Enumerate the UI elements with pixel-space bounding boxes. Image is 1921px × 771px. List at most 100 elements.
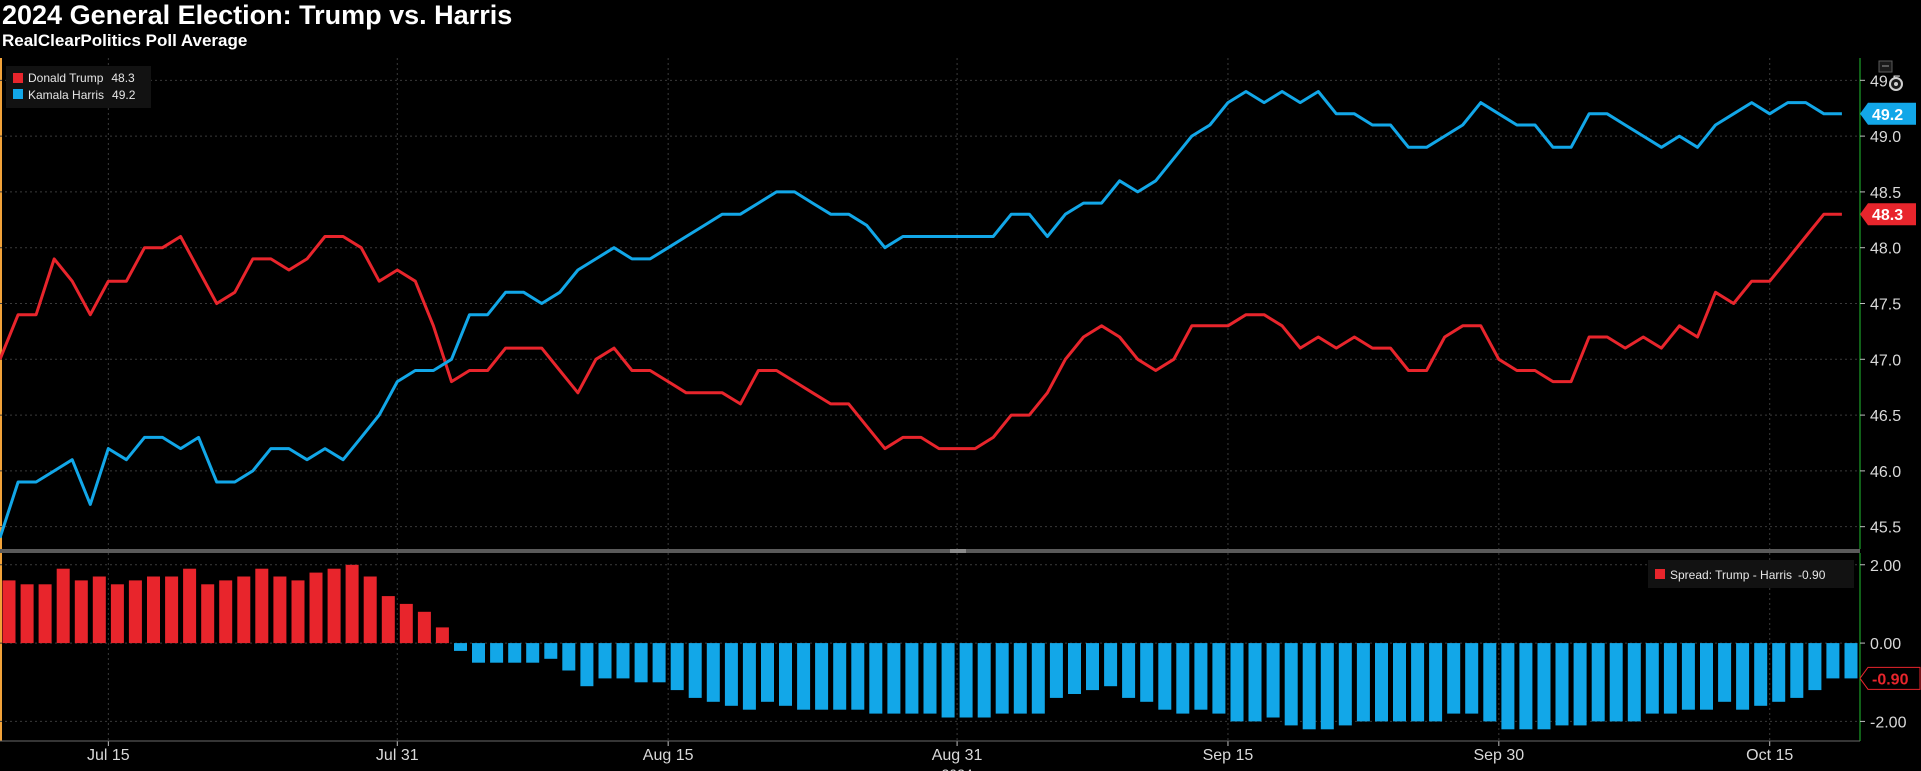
spread-y-tick-label: -2.00 [1870,714,1907,731]
main-y-tick-label: 48.5 [1870,185,1901,202]
spread-bar [1086,643,1099,691]
spread-bar [1375,643,1388,722]
spread-bar [219,580,233,644]
spread-bar [1663,643,1677,714]
spread-bar [417,611,431,644]
spread-bar [851,643,865,710]
main-panel: 45.546.046.547.047.548.048.549.049.548.3… [0,58,1916,549]
spread-bar [1826,643,1840,679]
spread-bar [580,643,594,687]
spread-bar [345,564,359,644]
spread-bar [1248,643,1262,722]
spread-bar [2,580,16,644]
spread-bar [1627,643,1641,722]
spread-bar [1772,643,1786,702]
spread-bar [1555,643,1569,726]
spread-bar [1609,643,1623,722]
series-line-donald-trump [0,212,1842,451]
spread-bar [1356,643,1370,722]
x-tick-label: Sep 15 [1203,747,1254,764]
spread-bar [110,584,124,644]
x-axis: Jul 15 Jul 31 Aug 15 Aug 31 Sep 15 Sep 30 Oct … [0,740,1860,771]
spread-bar [147,576,160,644]
spread-bar [399,603,413,644]
legend-label-harris: Kamala Harris 49.2 [28,88,136,102]
spread-panel: 2.00 0.00 -2.00 -0.90 [0,553,1921,741]
x-tick-label: Sep 30 [1473,747,1524,764]
x-tick-label: Jul 15 [87,747,130,764]
spread-bar [1049,643,1063,698]
panel-menu-icon[interactable] [1878,60,1893,73]
x-tick-label: Jul 31 [376,747,419,764]
spread-bar [1013,643,1027,714]
main-y-tick-label: 47.5 [1870,297,1901,314]
spread-bar [1338,643,1352,726]
spread-bar [1700,643,1713,710]
main-y-tick-label: 46.0 [1870,464,1901,481]
main-y-tick-label: 46.5 [1870,408,1901,425]
spread-bar [1266,643,1280,718]
spread-bar [1393,643,1406,722]
spread-bar [1194,643,1208,710]
spread-bar [1519,643,1533,730]
spread-bar [1122,643,1136,698]
spread-bar [363,576,377,644]
spread-bar [1212,643,1226,714]
spread-bar [742,643,756,710]
spread-bar [1068,643,1081,694]
spread-bar [1808,643,1822,691]
spread-bar [1501,643,1515,730]
legend-swatch-harris [13,89,23,99]
spread-bar [724,643,738,706]
spread-bar [1140,643,1154,702]
spread-bars [2,564,1858,730]
spread-y-tick-label: 2.00 [1870,558,1901,575]
spread-bar [1483,643,1497,722]
spread-bar [56,568,70,644]
spread-bar [1465,643,1479,714]
spread-bar [74,580,88,644]
chart-title: 2024 General Election: Trump vs. Harris [2,0,513,30]
panel-divider-handle[interactable] [950,549,966,553]
legend-swatch-trump [13,73,23,83]
spread-bar [1844,643,1858,679]
legend-swatch-spread [1655,569,1665,579]
main-series-lines [0,90,1842,539]
main-y-tick-label: 48.0 [1870,241,1901,258]
x-year-label: 2024 [942,766,973,771]
spread-bar [291,580,305,644]
spread-bar [779,643,792,706]
spread-bar [688,643,702,698]
spread-bar [670,643,684,691]
spread-bar [797,643,811,710]
main-gridlines [0,58,1860,549]
spread-bar [526,643,540,663]
spread-legend[interactable]: Spread: Trump - Harris -0.90 [1648,560,1854,588]
spread-bar [165,576,179,644]
main-y-axis: 45.546.046.547.047.548.048.549.049.548.3… [1859,58,1916,549]
spread-bar [923,643,937,714]
spread-bar [1573,643,1587,726]
spread-bar [887,643,901,714]
spread-bar [1176,643,1190,714]
spread-bar [1754,643,1768,706]
spread-bar [472,643,485,663]
spread-bar [1591,643,1605,722]
spread-bar [454,643,467,651]
gear-icon[interactable] [1889,77,1903,91]
main-legend[interactable]: Donald Trump 48.3 Kamala Harris 49.2 [6,66,151,108]
spread-bar [1447,643,1461,714]
spread-bar [959,643,973,718]
main-y-tick-label: 49.0 [1870,129,1901,146]
spread-bar [833,643,847,710]
spread-bar [1681,643,1695,710]
spread-bar [995,643,1009,714]
spread-bar [490,643,504,663]
spread-bar [1790,643,1804,698]
panel-divider[interactable] [0,549,1860,553]
chart-subtitle: RealClearPolitics Poll Average [2,31,248,50]
spread-last-value-tag [1859,666,1921,690]
last-value-label: 48.3 [1872,207,1903,224]
x-tick-label: Oct 15 [1746,747,1793,764]
